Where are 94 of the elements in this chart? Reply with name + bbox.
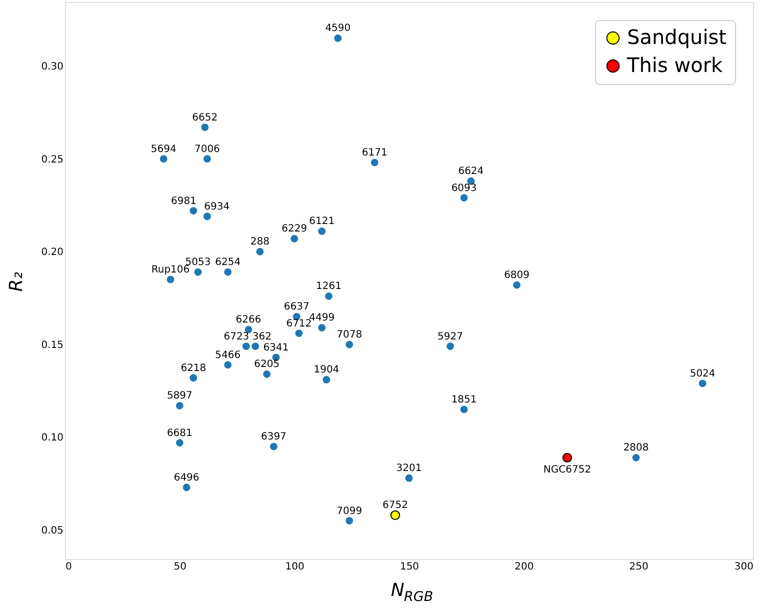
point [203, 212, 211, 220]
annotation: 5466 [215, 350, 241, 361]
x-tick-label: 250 [629, 562, 648, 572]
y-tick-label: 0.15 [41, 340, 64, 351]
point [322, 376, 330, 384]
annotation: 5694 [150, 144, 176, 155]
point [295, 330, 303, 338]
point [318, 324, 326, 332]
point [182, 484, 190, 492]
annotation: 6934 [204, 201, 230, 212]
annotation: 6809 [504, 270, 530, 282]
annotation: 7078 [336, 329, 362, 340]
annotation: 6171 [362, 148, 388, 159]
point [194, 268, 202, 276]
x-tick-label: 300 [734, 562, 754, 572]
x-tick-label: 100 [285, 562, 304, 572]
point [446, 342, 454, 350]
annotation: 6093 [451, 182, 477, 194]
annotation: 6266 [236, 314, 262, 326]
legend-label: This work [626, 53, 724, 77]
point [318, 228, 326, 235]
annotation: 6496 [174, 472, 200, 484]
point [513, 281, 520, 289]
point [334, 34, 342, 42]
y-tick-label: 0.30 [41, 62, 64, 73]
x-tick-label: 0 [66, 562, 72, 572]
annotation: 6205 [254, 359, 280, 370]
annotation: 362 [252, 331, 272, 342]
annotation: NGC6752 [543, 464, 592, 476]
point [370, 158, 378, 166]
x-tick-label: 150 [400, 562, 420, 572]
annotation: 1904 [314, 364, 340, 376]
annotation: 6624 [458, 166, 484, 178]
y-tick-label: 0.20 [41, 247, 64, 258]
point [698, 380, 706, 388]
annotation: 6681 [166, 428, 192, 439]
annotation: Rup106 [151, 264, 190, 276]
point [203, 155, 211, 163]
annotation: 6637 [284, 302, 310, 313]
annotation: 6981 [170, 196, 196, 207]
point [460, 194, 468, 202]
y-tick-label: 0.25 [41, 154, 64, 166]
annotation: 6752 [382, 500, 408, 512]
point [224, 268, 232, 276]
point [176, 402, 184, 410]
x-tick-label: 50 [174, 562, 187, 572]
y-tick-label: 0.10 [41, 432, 64, 444]
y-axis-title: R₂ [6, 272, 27, 292]
legend-label: Sandquist [627, 25, 727, 49]
point [390, 510, 400, 520]
point [346, 517, 354, 524]
point [270, 442, 278, 450]
annotation: 4590 [325, 23, 351, 34]
point [176, 439, 184, 447]
point [263, 370, 271, 378]
point [166, 276, 174, 284]
point [244, 326, 252, 334]
point [325, 292, 332, 300]
annotation: 5024 [690, 368, 716, 380]
annotation: 6229 [282, 224, 308, 235]
annotation: 7099 [336, 506, 362, 517]
point [190, 374, 198, 382]
point [460, 406, 468, 414]
annotation: 6723 [224, 331, 250, 342]
point [242, 342, 250, 350]
annotation: 6254 [215, 257, 241, 268]
y-tick-label: 0.05 [41, 526, 64, 537]
point [201, 124, 209, 131]
annotation: 5927 [438, 331, 464, 342]
point [252, 342, 260, 350]
annotation: 6712 [286, 318, 312, 330]
point [405, 474, 413, 482]
annotation: 7006 [194, 144, 220, 155]
point [290, 234, 298, 242]
annotation: 5897 [166, 390, 192, 402]
point [224, 361, 232, 369]
point [190, 207, 198, 215]
point [562, 452, 572, 462]
annotation: 6341 [263, 342, 289, 354]
point [256, 248, 264, 256]
annotation: 1851 [451, 394, 477, 406]
annotation: 3201 [396, 463, 422, 474]
point [346, 340, 354, 348]
x-tick-label: 200 [514, 562, 534, 572]
point [160, 155, 168, 163]
annotation: 1261 [316, 281, 342, 292]
annotation: 4499 [309, 312, 335, 324]
annotation: 288 [250, 236, 270, 248]
annotation: 6218 [180, 362, 206, 374]
point [632, 454, 640, 462]
annotation: 6652 [192, 112, 218, 124]
annotation: 6121 [309, 216, 335, 228]
annotation: 6397 [260, 432, 286, 443]
annotation: 2808 [623, 442, 649, 454]
